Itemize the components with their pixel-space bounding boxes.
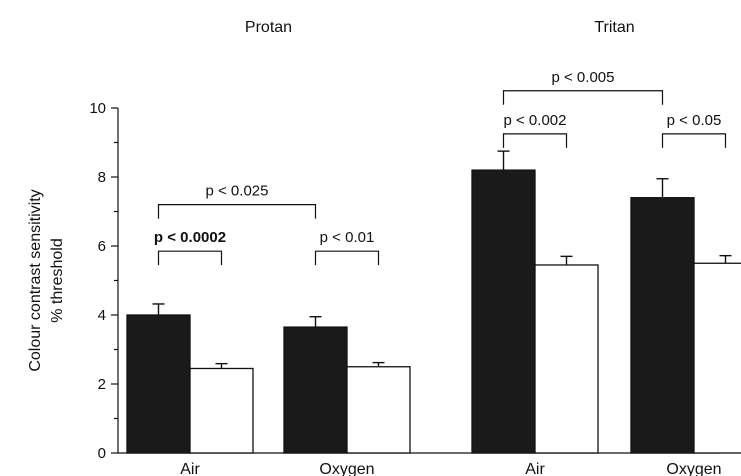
y-axis-title-line: % threshold bbox=[49, 238, 66, 323]
group-title: Protan bbox=[245, 19, 292, 36]
y-axis-title: Colour contrast sensitivity % threshold bbox=[27, 189, 66, 371]
significance-bracket bbox=[502, 133, 568, 148]
bar bbox=[346, 366, 411, 454]
y-tick-label: 0 bbox=[98, 445, 106, 462]
bar bbox=[283, 326, 348, 454]
x-category-label: Oxygen bbox=[666, 461, 721, 476]
y-tick-label: 2 bbox=[98, 376, 106, 393]
significance-bracket bbox=[157, 250, 223, 266]
y-tick-label: 8 bbox=[98, 169, 106, 186]
bar bbox=[126, 314, 191, 454]
bar bbox=[189, 367, 254, 454]
y-tick-label: 6 bbox=[98, 238, 106, 255]
x-category-label: Air bbox=[525, 461, 545, 476]
significance-bracket bbox=[157, 204, 317, 219]
bar bbox=[630, 197, 695, 454]
p-value-label: p < 0.005 bbox=[552, 69, 615, 86]
bar bbox=[534, 264, 599, 454]
x-category-label: Oxygen bbox=[319, 461, 374, 476]
significance-bracket bbox=[314, 250, 380, 266]
group-title: Tritan bbox=[594, 19, 634, 36]
y-tick-label: 4 bbox=[98, 307, 106, 324]
p-value-label: p < 0.025 bbox=[206, 183, 269, 200]
y-tick-label: 10 bbox=[89, 100, 106, 117]
bar bbox=[471, 169, 536, 454]
p-value-label: p < 0.01 bbox=[320, 229, 375, 246]
significance-bracket bbox=[502, 90, 664, 105]
p-value-label: p < 0.0002 bbox=[154, 229, 226, 246]
p-value-label: p < 0.05 bbox=[667, 112, 722, 129]
x-category-label: Air bbox=[180, 461, 200, 476]
y-axis-title-line: Colour contrast sensitivity bbox=[27, 189, 44, 371]
significance-bracket bbox=[661, 133, 727, 148]
bar bbox=[693, 262, 741, 454]
p-value-label: p < 0.002 bbox=[504, 112, 567, 129]
